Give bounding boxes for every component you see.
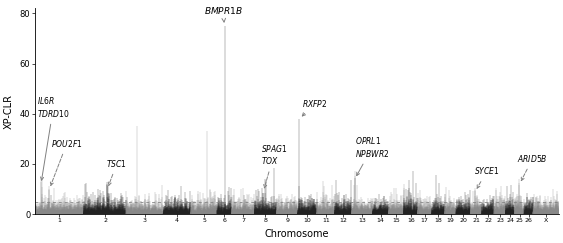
Text: $\mathit{SYCE1}$: $\mathit{SYCE1}$ [474,165,500,188]
Text: $\mathit{POU2F1}$: $\mathit{POU2F1}$ [51,138,83,185]
Text: $\mathit{ARID5B}$: $\mathit{ARID5B}$ [517,153,548,181]
Text: $\mathit{BMPR1B}$: $\mathit{BMPR1B}$ [203,5,243,22]
Text: $\mathit{IL6R}$
$\mathit{TDRD10}$: $\mathit{IL6R}$ $\mathit{TDRD10}$ [37,95,70,180]
Y-axis label: XP-CLR: XP-CLR [4,94,14,129]
Text: $\mathit{RXFP2}$: $\mathit{RXFP2}$ [302,98,327,116]
Text: $\mathit{OPRL1}$
$\mathit{NPBWR2}$: $\mathit{OPRL1}$ $\mathit{NPBWR2}$ [355,135,390,176]
Text: $\mathit{TSC1}$: $\mathit{TSC1}$ [106,158,127,185]
Text: $\mathit{SPAG1}$
$\mathit{TOX}$: $\mathit{SPAG1}$ $\mathit{TOX}$ [261,143,287,188]
X-axis label: Chromosome: Chromosome [265,229,329,239]
